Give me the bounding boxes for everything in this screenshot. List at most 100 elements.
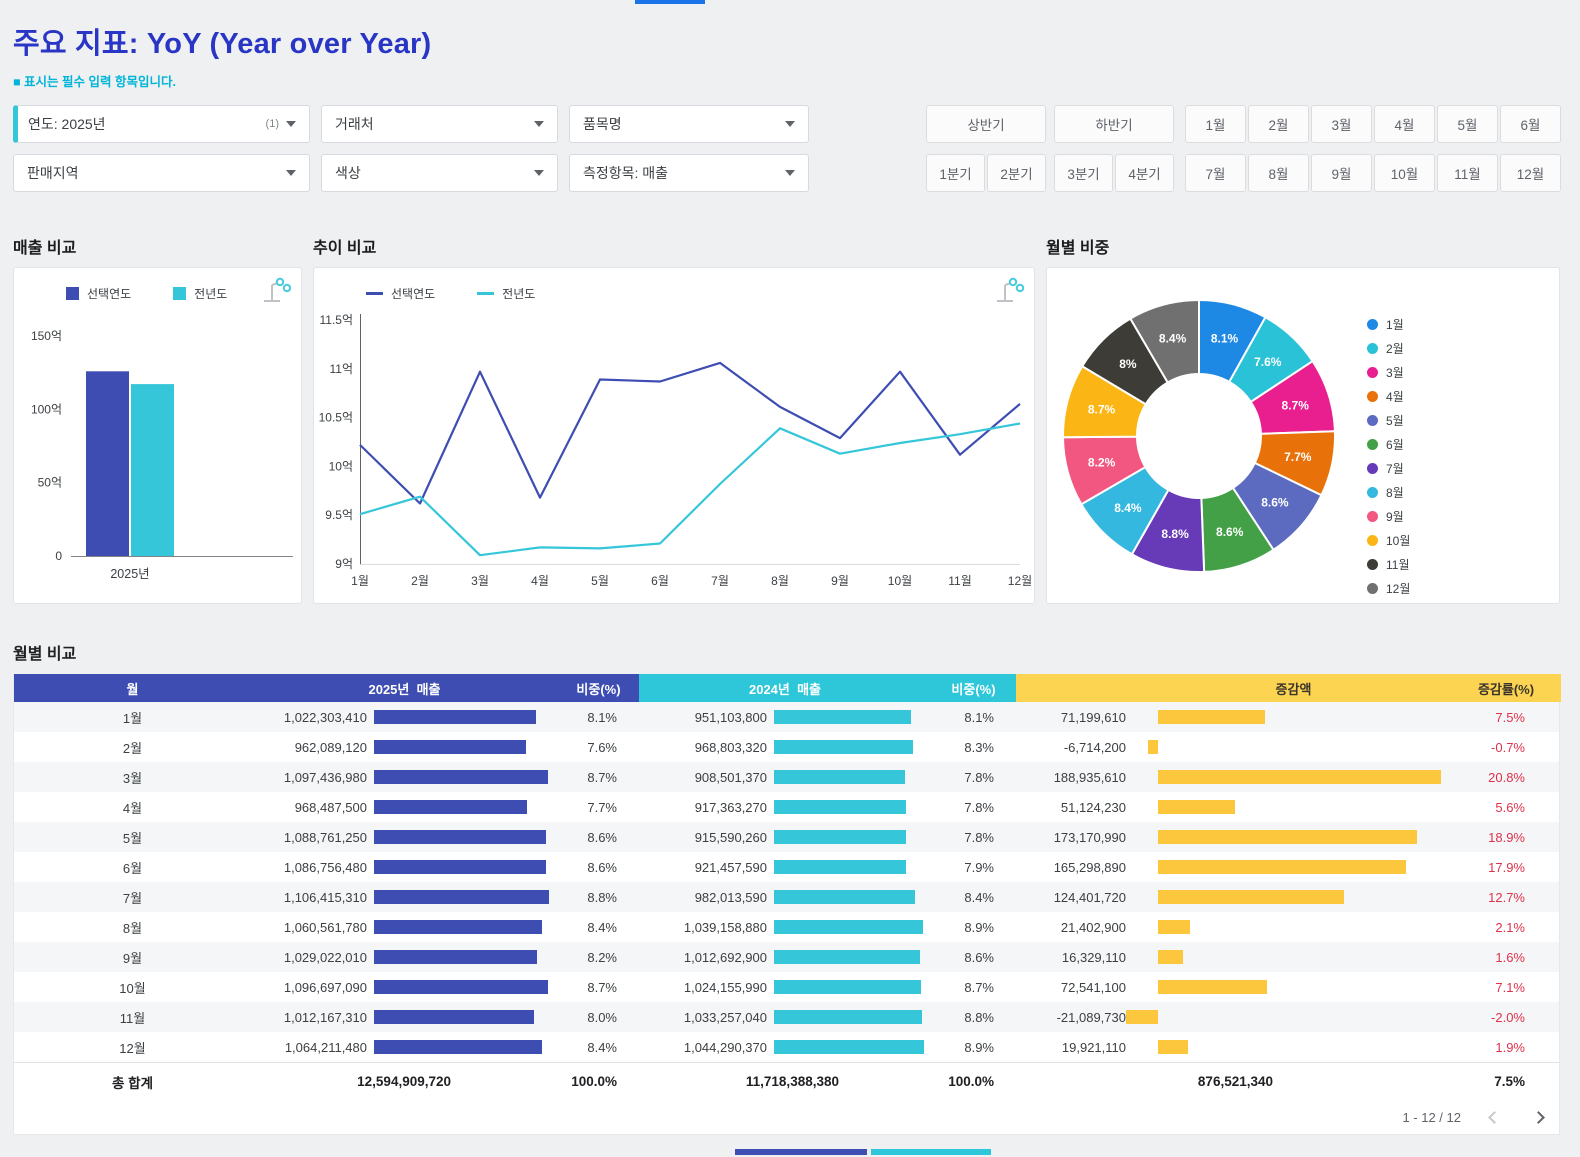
period-button-11월[interactable]: 11월: [1437, 154, 1498, 192]
cell-sales-2024: 951,103,800: [694, 709, 767, 725]
legend-dot: [1367, 367, 1378, 378]
diff-bar: [1158, 980, 1267, 994]
period-button-2분기[interactable]: 2분기: [987, 154, 1046, 192]
legend-item-선택연도: 선택연도: [66, 285, 131, 302]
sales-2024-bar: [774, 890, 916, 904]
svg-text:4월: 4월: [531, 574, 549, 588]
cell-share-2024: 7.8%: [964, 829, 994, 845]
svg-text:11억: 11억: [330, 362, 354, 376]
measure-filter-dropdown[interactable]: 측정항목: 매출: [569, 154, 809, 192]
next-page-button[interactable]: [1527, 1106, 1549, 1128]
total-label: 총 합계: [111, 1075, 153, 1091]
client-filter-dropdown[interactable]: 거래처: [321, 105, 558, 143]
cell-share-2024: 7.8%: [964, 769, 994, 785]
sales-2024-bar: [774, 860, 907, 874]
total-share-2024: 100.0%: [948, 1074, 994, 1089]
active-tab-indicator: [635, 0, 705, 4]
chevron-down-icon: [286, 170, 296, 176]
svg-text:11월: 11월: [948, 574, 972, 588]
chart-watermark-icon: [259, 276, 292, 309]
legend-dot: [1367, 391, 1378, 402]
item-filter-dropdown[interactable]: 품목명: [569, 105, 809, 143]
sales-2025-bar: [374, 710, 536, 724]
period-button-2월[interactable]: 2월: [1248, 105, 1309, 143]
half-year-buttons: 상반기 하반기: [926, 105, 1174, 143]
svg-text:8.6%: 8.6%: [1261, 496, 1289, 510]
chevron-right-icon: [1531, 1110, 1545, 1124]
cell-diff: 165,298,890: [1053, 859, 1126, 875]
cell-sales-2024: 921,457,590: [694, 859, 767, 875]
svg-text:8.1%: 8.1%: [1211, 331, 1239, 345]
period-button-3월[interactable]: 3월: [1311, 105, 1372, 143]
period-button-6월[interactable]: 6월: [1500, 105, 1561, 143]
prev-page-button[interactable]: [1483, 1106, 1505, 1128]
period-button-8월[interactable]: 8월: [1248, 154, 1309, 192]
period-button-9월[interactable]: 9월: [1311, 154, 1372, 192]
period-button-하반기[interactable]: 하반기: [1054, 105, 1174, 143]
svg-text:8.7%: 8.7%: [1282, 398, 1310, 412]
region-filter-dropdown[interactable]: 판매지역: [13, 154, 310, 192]
cell-share-2025: 8.2%: [587, 949, 617, 965]
period-button-1분기[interactable]: 1분기: [926, 154, 985, 192]
diff-bar: [1158, 770, 1441, 784]
cell-diff: 16,329,110: [1061, 949, 1126, 965]
cell-sales-2025: 1,064,211,480: [284, 1039, 367, 1055]
year-filter-label: 연도: 2025년: [28, 116, 106, 132]
cell-sales-2024: 917,363,270: [694, 799, 767, 815]
legend-swatch: [366, 292, 383, 295]
header-share-2024[interactable]: 비중(%): [931, 674, 1016, 702]
sales-2025-bar: [374, 800, 528, 814]
table-row: 7월 1,106,415,310 8.8% 982,013,590 8.4% 124,40…: [14, 882, 1559, 912]
period-button-상반기[interactable]: 상반기: [926, 105, 1046, 143]
year-filter-count-badge: (1): [265, 118, 279, 130]
period-button-12월[interactable]: 12월: [1500, 154, 1561, 192]
total-diff: 876,521,340: [1197, 1074, 1273, 1089]
legend-item-1월: 1월: [1367, 316, 1410, 333]
total-share-2025: 100.0%: [571, 1074, 617, 1089]
sales-comparison-bar-chart: 0 50억 100억 150억 2025년: [31, 329, 293, 581]
sales-2024-bar: [774, 830, 906, 844]
period-button-10월[interactable]: 10월: [1374, 154, 1435, 192]
table-header-row: 월 2025년 매출 비중(%) 2024년 매출 비중(%) 증감액 증감률(…: [14, 674, 1561, 702]
legend-dot: [1367, 463, 1378, 474]
cell-share-2025: 8.1%: [587, 709, 617, 725]
year-filter-dropdown[interactable]: 연도: 2025년 (1): [13, 105, 310, 143]
table-row: 11월 1,012,167,310 8.0% 1,033,257,040 8.8% -21…: [14, 1002, 1559, 1032]
chevron-down-icon: [785, 121, 795, 127]
period-button-7월[interactable]: 7월: [1185, 154, 1246, 192]
svg-text:5월: 5월: [591, 574, 609, 588]
page-title: 주요 지표: YoY (Year over Year): [13, 28, 432, 60]
next-section-peek: [13, 1149, 1561, 1157]
diff-bar: [1126, 1010, 1158, 1024]
cell-month: 5월: [122, 830, 143, 846]
header-month[interactable]: 월: [14, 674, 251, 702]
period-button-3분기[interactable]: 3분기: [1054, 154, 1113, 192]
cell-rate: 5.6%: [1495, 799, 1525, 815]
cell-month: 3월: [122, 770, 143, 786]
diff-bar: [1158, 710, 1265, 724]
month-buttons-second-half: 7월 8월 9월 10월 11월 12월: [1185, 154, 1561, 192]
cell-share-2025: 8.6%: [587, 829, 617, 845]
period-button-5월[interactable]: 5월: [1437, 105, 1498, 143]
svg-text:8.7%: 8.7%: [1088, 403, 1116, 417]
header-sales-2025[interactable]: 2025년 매출: [251, 674, 558, 702]
color-filter-dropdown[interactable]: 색상: [321, 154, 558, 192]
svg-text:10월: 10월: [888, 574, 912, 588]
svg-text:3월: 3월: [471, 574, 489, 588]
legend-dot: [1367, 535, 1378, 546]
header-sales-2024[interactable]: 2024년 매출: [639, 674, 931, 702]
cell-sales-2024: 1,033,257,040: [683, 1009, 767, 1025]
svg-text:8.6%: 8.6%: [1216, 525, 1244, 539]
cell-share-2024: 8.4%: [964, 889, 994, 905]
cell-month: 8월: [122, 920, 143, 936]
header-share-2025[interactable]: 비중(%): [558, 674, 639, 702]
header-diff[interactable]: 증감액: [1016, 674, 1451, 702]
period-button-1월[interactable]: 1월: [1185, 105, 1246, 143]
table-row: 5월 1,088,761,250 8.6% 915,590,260 7.8% 173,17…: [14, 822, 1559, 852]
legend-item-2월: 2월: [1367, 340, 1410, 357]
cell-sales-2025: 1,097,436,980: [283, 769, 367, 785]
item-filter-label: 품목명: [583, 116, 622, 132]
period-button-4분기[interactable]: 4분기: [1115, 154, 1174, 192]
period-button-4월[interactable]: 4월: [1374, 105, 1435, 143]
header-rate[interactable]: 증감률(%): [1451, 674, 1561, 702]
